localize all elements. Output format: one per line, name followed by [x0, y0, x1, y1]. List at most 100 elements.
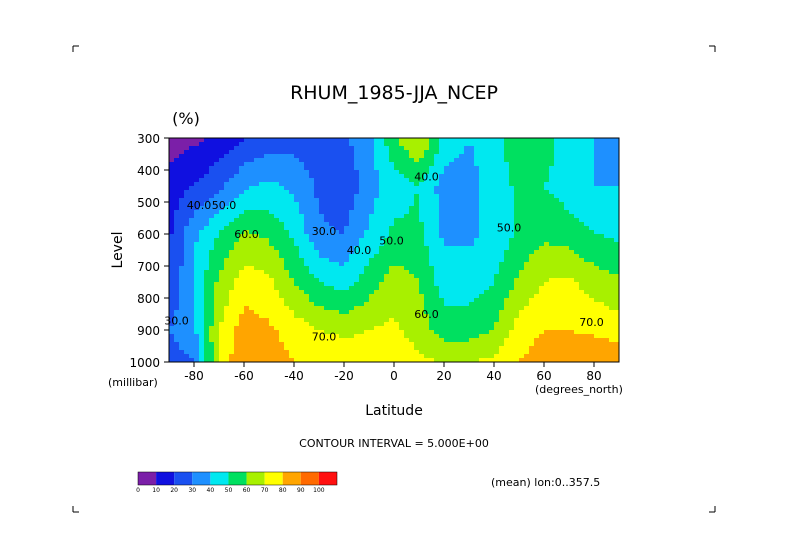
- contour-cell: [254, 138, 259, 142]
- contour-cell: [319, 194, 324, 198]
- contour-cell: [449, 198, 454, 202]
- contour-cell: [349, 162, 354, 166]
- contour-cell: [494, 274, 499, 278]
- contour-cell: [169, 258, 174, 262]
- contour-cell: [329, 254, 334, 258]
- contour-cell: [299, 214, 304, 218]
- contour-cell: [514, 210, 519, 214]
- contour-cell: [219, 318, 224, 322]
- contour-cell: [244, 354, 249, 358]
- contour-cell: [464, 142, 469, 146]
- contour-cell: [229, 190, 234, 194]
- contour-cell: [324, 150, 329, 154]
- contour-cell: [319, 254, 324, 258]
- contour-cell: [179, 190, 184, 194]
- contour-cell: [509, 330, 514, 334]
- contour-cell: [489, 318, 494, 322]
- contour-cell: [479, 322, 484, 326]
- contour-cell: [254, 342, 259, 346]
- contour-cell: [539, 202, 544, 206]
- contour-cell: [339, 186, 344, 190]
- contour-cell: [379, 142, 384, 146]
- contour-cell: [459, 302, 464, 306]
- contour-cell: [414, 150, 419, 154]
- contour-cell: [204, 194, 209, 198]
- contour-cell: [184, 326, 189, 330]
- contour-cell: [224, 162, 229, 166]
- contour-cell: [409, 198, 414, 202]
- contour-cell: [549, 258, 554, 262]
- contour-cell: [579, 186, 584, 190]
- contour-cell: [594, 346, 599, 350]
- contour-cell: [479, 178, 484, 182]
- contour-cell: [529, 310, 534, 314]
- contour-cell: [244, 210, 249, 214]
- contour-cell: [344, 210, 349, 214]
- contour-cell: [254, 346, 259, 350]
- contour-cell: [459, 314, 464, 318]
- contour-cell: [204, 210, 209, 214]
- contour-cell: [554, 342, 559, 346]
- contour-cell: [364, 310, 369, 314]
- contour-cell: [194, 166, 199, 170]
- contour-cell: [594, 262, 599, 266]
- contour-cell: [579, 298, 584, 302]
- contour-cell: [349, 230, 354, 234]
- contour-cell: [279, 250, 284, 254]
- contour-cell: [344, 282, 349, 286]
- contour-cell: [324, 166, 329, 170]
- contour-cell: [494, 150, 499, 154]
- contour-cell: [419, 302, 424, 306]
- contour-cell: [564, 314, 569, 318]
- contour-cell: [299, 338, 304, 342]
- contour-cell: [289, 154, 294, 158]
- contour-cell: [409, 286, 414, 290]
- contour-cell: [229, 354, 234, 358]
- contour-cell: [234, 166, 239, 170]
- contour-cell: [394, 254, 399, 258]
- contour-cell: [589, 266, 594, 270]
- contour-cell: [429, 138, 434, 142]
- contour-cell: [434, 346, 439, 350]
- contour-cell: [229, 202, 234, 206]
- contour-cell: [274, 274, 279, 278]
- contour-cell: [439, 346, 444, 350]
- contour-cell: [379, 254, 384, 258]
- contour-cell: [564, 246, 569, 250]
- contour-cell: [539, 138, 544, 142]
- contour-cell: [594, 242, 599, 246]
- contour-cell: [219, 206, 224, 210]
- contour-cell: [574, 222, 579, 226]
- contour-cell: [514, 302, 519, 306]
- contour-cell: [454, 222, 459, 226]
- contour-cell: [459, 186, 464, 190]
- contour-cell: [174, 306, 179, 310]
- contour-cell: [384, 210, 389, 214]
- contour-cell: [364, 158, 369, 162]
- contour-cell: [369, 246, 374, 250]
- contour-cell: [424, 266, 429, 270]
- contour-cell: [399, 298, 404, 302]
- contour-cell: [174, 350, 179, 354]
- contour-cell: [454, 190, 459, 194]
- contour-cell: [524, 150, 529, 154]
- contour-cell: [394, 290, 399, 294]
- contour-cell: [609, 266, 614, 270]
- contour-cell: [594, 178, 599, 182]
- contour-cell: [314, 294, 319, 298]
- contour-cell: [609, 218, 614, 222]
- contour-cell: [374, 302, 379, 306]
- contour-cell: [469, 190, 474, 194]
- contour-cell: [279, 226, 284, 230]
- contour-cell: [519, 330, 524, 334]
- contour-cell: [209, 186, 214, 190]
- contour-cell: [499, 158, 504, 162]
- contour-cell: [234, 274, 239, 278]
- contour-cell: [304, 258, 309, 262]
- contour-cell: [344, 286, 349, 290]
- contour-cell: [259, 346, 264, 350]
- contour-cell: [529, 326, 534, 330]
- contour-cell: [534, 138, 539, 142]
- contour-cell: [204, 354, 209, 358]
- contour-cell: [584, 234, 589, 238]
